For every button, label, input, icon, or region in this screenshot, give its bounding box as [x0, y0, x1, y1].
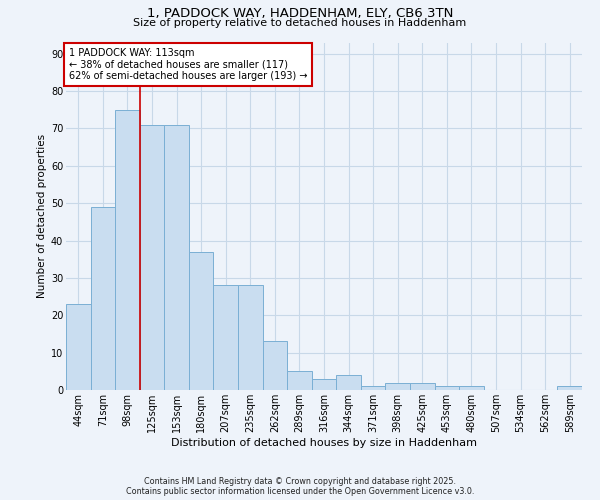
- Text: Size of property relative to detached houses in Haddenham: Size of property relative to detached ho…: [133, 18, 467, 28]
- Bar: [91, 207, 115, 390]
- Bar: [361, 386, 385, 390]
- Y-axis label: Number of detached properties: Number of detached properties: [37, 134, 47, 298]
- Bar: [263, 342, 287, 390]
- Bar: [287, 372, 312, 390]
- Bar: [336, 375, 361, 390]
- Text: 1, PADDOCK WAY, HADDENHAM, ELY, CB6 3TN: 1, PADDOCK WAY, HADDENHAM, ELY, CB6 3TN: [147, 8, 453, 20]
- Bar: [140, 124, 164, 390]
- Bar: [410, 382, 434, 390]
- Bar: [459, 386, 484, 390]
- Bar: [66, 304, 91, 390]
- Bar: [434, 386, 459, 390]
- Bar: [164, 124, 189, 390]
- Text: Contains HM Land Registry data © Crown copyright and database right 2025.
Contai: Contains HM Land Registry data © Crown c…: [126, 476, 474, 496]
- X-axis label: Distribution of detached houses by size in Haddenham: Distribution of detached houses by size …: [171, 438, 477, 448]
- Text: 1 PADDOCK WAY: 113sqm
← 38% of detached houses are smaller (117)
62% of semi-det: 1 PADDOCK WAY: 113sqm ← 38% of detached …: [68, 48, 307, 81]
- Bar: [115, 110, 140, 390]
- Bar: [214, 286, 238, 390]
- Bar: [189, 252, 214, 390]
- Bar: [385, 382, 410, 390]
- Bar: [238, 286, 263, 390]
- Bar: [557, 386, 582, 390]
- Bar: [312, 379, 336, 390]
